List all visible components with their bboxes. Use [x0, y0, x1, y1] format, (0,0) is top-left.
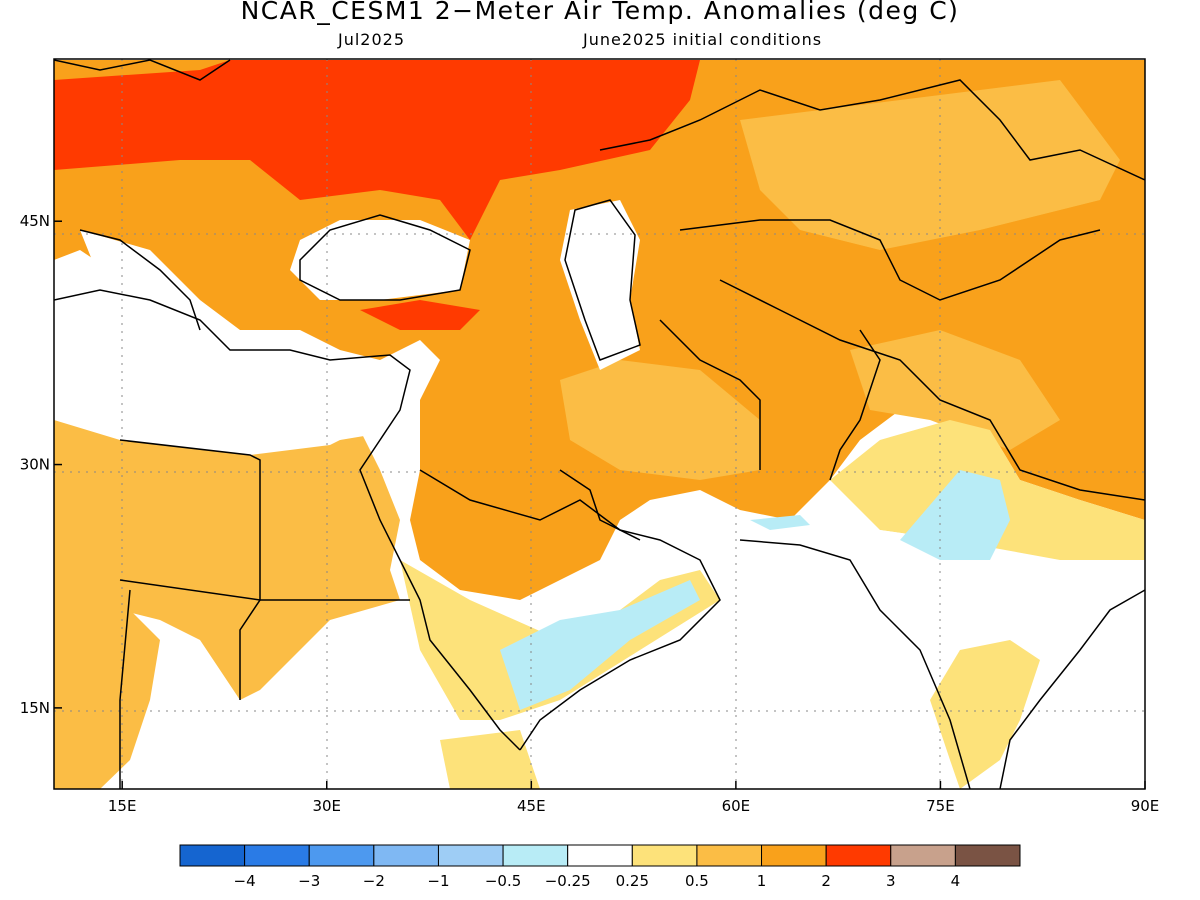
anomaly-region-sahel: [54, 600, 160, 789]
lon-tick-label: 90E: [1131, 797, 1160, 815]
colorbar-bin: [179, 844, 246, 867]
map-frame: [53, 58, 1146, 790]
anomaly-region-africa: [54, 420, 400, 700]
colorbar-bin: [308, 844, 375, 867]
colorbar-bin: [954, 844, 1021, 867]
colorbar-label: −0.5: [485, 872, 521, 890]
anomaly-region-mediterranean: [54, 300, 410, 440]
colorbar-label: 2: [821, 872, 831, 890]
map-subtitle-initial-conditions: June2025 initial conditions: [583, 30, 823, 49]
lon-tick-label: 60E: [722, 797, 751, 815]
map-subtitle-month: Jul2025: [338, 30, 406, 49]
colorbar-bin: [244, 844, 310, 867]
colorbar-bin: [567, 844, 633, 867]
colorbar-bin: [631, 844, 698, 867]
colorbar-bin: [890, 844, 956, 867]
anomaly-region-adriatic: [80, 230, 200, 300]
lon-tick-label: 15E: [108, 797, 137, 815]
colorbar-label: −0.25: [545, 872, 591, 890]
lon-tick-label: 45E: [517, 797, 546, 815]
lat-tick-label: 30N: [20, 456, 50, 474]
colorbar-bin: [696, 844, 763, 867]
lon-tick-label: 30E: [312, 797, 341, 815]
anomaly-region-pakistan-cool: [750, 515, 810, 530]
anomaly-region-black-sea: [290, 220, 470, 300]
colorbar-bin: [825, 844, 892, 867]
colorbar-bin: [373, 844, 439, 867]
map-title: NCAR_CESM1 2−Meter Air Temp. Anomalies (…: [240, 0, 960, 25]
colorbar-label: −3: [298, 872, 320, 890]
colorbar-bin: [761, 844, 827, 867]
lon-tick-label: 75E: [926, 797, 955, 815]
grid-lines: [54, 59, 1145, 789]
anomaly-region-eastern-europe-hot: [54, 60, 700, 240]
colorbar-label: 0.5: [685, 872, 709, 890]
anomaly-region-turkey-hot: [360, 300, 480, 330]
colorbar-labels: −4 −3 −2 −1 −0.5 −0.25 0.25 0.5 1 2 3 4: [234, 872, 961, 890]
anomaly-fields: [54, 59, 1145, 789]
colorbar-bin: [437, 844, 504, 867]
colorbar-label: 4: [951, 872, 961, 890]
colorbar-label: 0.25: [616, 872, 649, 890]
anomaly-region-india-cool: [900, 470, 1010, 560]
colorbar-label: −1: [427, 872, 449, 890]
coastlines: [54, 59, 1145, 789]
colorbar-label: 1: [757, 872, 767, 890]
lat-tick-label: 15N: [20, 699, 50, 717]
colorbar-label: −2: [363, 872, 385, 890]
latitude-ticks: 45N 30N 15N: [20, 212, 62, 717]
anomaly-region-tibet-light: [850, 330, 1060, 450]
anomaly-region-iran-light: [560, 360, 760, 480]
anomaly-region-north-china-light: [740, 80, 1120, 250]
anomaly-region-south-arabia-cool: [500, 580, 700, 710]
colorbar-label: −4: [234, 872, 256, 890]
longitude-ticks: 15E 30E 45E 60E 75E 90E: [108, 781, 1159, 815]
colorbar-bin: [502, 844, 569, 867]
colorbar: [179, 844, 1021, 867]
colorbar-label: 3: [886, 872, 896, 890]
anomaly-region-caspian: [560, 200, 640, 370]
anomaly-region-south-india-light: [930, 640, 1040, 789]
lat-tick-label: 45N: [20, 212, 50, 230]
